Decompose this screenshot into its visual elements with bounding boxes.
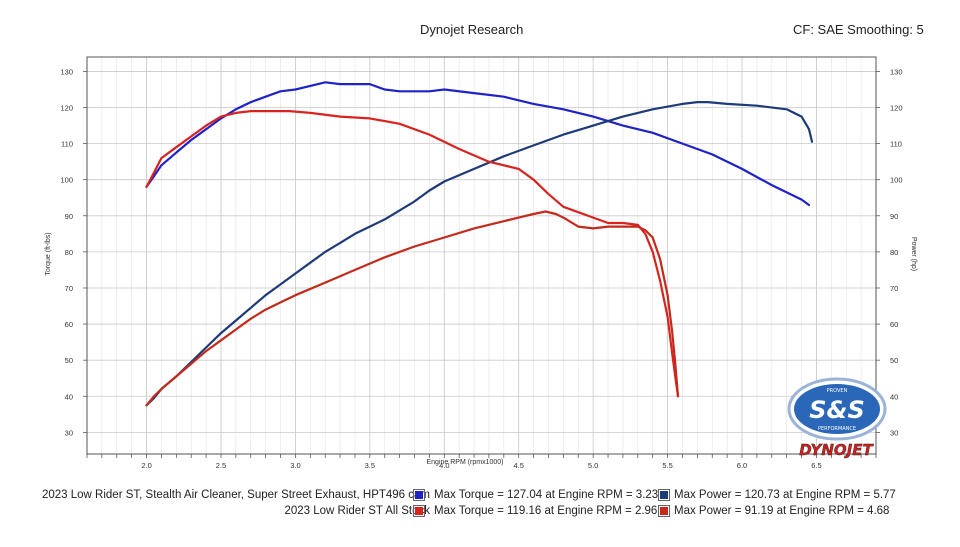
y-right-tick-label: 100 — [890, 176, 903, 185]
series-line-power-1 — [145, 100, 814, 407]
x-axis-label: Engine RPM (rpmx1000) — [426, 459, 503, 466]
y-right-tick-label: 80 — [890, 248, 898, 257]
legend-run-name: 2023 Low Rider ST All Stock — [284, 505, 430, 517]
y-left-tick-label: 130 — [60, 67, 73, 76]
y-left-tick-label: 120 — [60, 104, 73, 113]
y-left-tick-label: 90 — [65, 212, 73, 221]
y-right-tick-label: 110 — [890, 140, 902, 149]
x-tick-label: 5.5 — [662, 461, 672, 470]
y-axis-right-ticks: 30 40 50 60 70 80 90 100 110 120 130 — [876, 67, 903, 437]
y-left-tick-label: 60 — [65, 320, 73, 329]
y-right-tick-label: 70 — [890, 284, 898, 293]
y-left-tick-label: 50 — [65, 356, 73, 365]
y-right-tick-label: 90 — [890, 212, 898, 221]
y-right-tick-label: 130 — [890, 67, 903, 76]
series-group — [145, 81, 814, 407]
legend-row-stock: 2023 Low Rider ST All Stock Max Torque =… — [0, 505, 960, 520]
series-line-power-3 — [145, 210, 680, 407]
legend-power-swatch — [660, 507, 668, 515]
y-left-tick-label: 30 — [65, 428, 73, 437]
y-axis-right-label: Power (hp) — [910, 237, 917, 271]
x-tick-label: 6.0 — [737, 461, 747, 470]
correction-factor-info: CF: SAE Smoothing: 5 — [793, 22, 924, 37]
x-tick-label: 3.0 — [290, 461, 300, 470]
logo-proven-text: PROVEN — [827, 388, 848, 394]
legend-power-box — [658, 505, 670, 517]
y-left-tick-label: 100 — [60, 176, 73, 185]
legend-max-power: Max Power = 91.19 at Engine RPM = 4.68 — [674, 505, 890, 517]
legend-torque-swatch — [415, 507, 423, 515]
y-right-tick-label: 50 — [890, 356, 898, 365]
y-axis-left-label: Torque (ft-lbs) — [45, 232, 52, 275]
y-right-tick-label: 120 — [890, 104, 903, 113]
series-line-torque-0 — [145, 81, 811, 207]
y-right-tick-label: 60 — [890, 320, 898, 329]
x-tick-label: 4.0 — [439, 461, 449, 470]
x-tick-label: 6.5 — [811, 461, 821, 470]
legend-max-torque: Max Torque = 119.16 at Engine RPM = 2.96 — [434, 505, 658, 517]
ss-dynojet-logo: PROVEN S&S PERFORMANCE DYNOJET — [787, 377, 887, 459]
y-left-tick-label: 110 — [61, 140, 73, 149]
x-tick-label: 3.5 — [365, 461, 375, 470]
legend-power-swatch — [660, 491, 668, 499]
logo-performance-text: PERFORMANCE — [818, 426, 856, 432]
plot-area — [86, 56, 877, 455]
y-left-tick-label: 40 — [65, 392, 73, 401]
chart-grid — [86, 57, 877, 454]
legend-torque-swatch — [415, 491, 423, 499]
legend-row-modified: 2023 Low Rider ST, Stealth Air Cleaner, … — [0, 489, 960, 504]
y-left-tick-label: 80 — [65, 248, 73, 257]
legend-torque-box — [413, 489, 425, 501]
y-right-tick-label: 40 — [890, 392, 898, 401]
y-left-tick-label: 70 — [65, 284, 73, 293]
x-axis-ticks: 2.0 2.5 3.0 3.5 4.0 4.5 5.0 5.5 6.0 6.5 — [86, 454, 877, 470]
logo-dynojet-text: DYNOJET — [799, 441, 874, 459]
series-line-torque-2 — [145, 109, 680, 398]
x-tick-label: 2.5 — [216, 461, 226, 470]
legend-max-torque: Max Torque = 127.04 at Engine RPM = 3.23 — [434, 489, 659, 501]
x-tick-label: 2.0 — [141, 461, 151, 470]
y-right-tick-label: 30 — [890, 428, 898, 437]
x-tick-label: 4.5 — [513, 461, 523, 470]
legend-power-box — [658, 489, 670, 501]
legend-max-power: Max Power = 120.73 at Engine RPM = 5.77 — [674, 489, 896, 501]
legend-torque-box — [413, 505, 425, 517]
x-tick-label: 5.0 — [588, 461, 598, 470]
legend-run-name: 2023 Low Rider ST, Stealth Air Cleaner, … — [41, 489, 430, 501]
chart-title: Dynojet Research — [420, 22, 524, 37]
logo-ss-text: S&S — [809, 396, 865, 424]
y-axis-left-ticks: 30 40 50 60 70 80 90 100 110 120 130 — [60, 67, 87, 437]
